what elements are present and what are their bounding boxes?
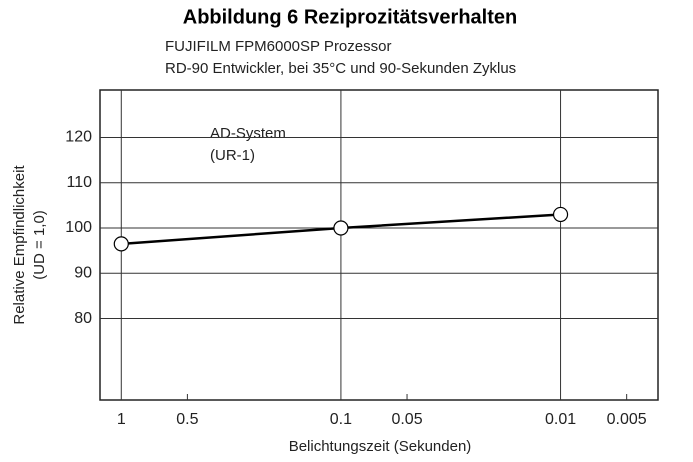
- x-tick-label: 1: [117, 411, 126, 428]
- y-tick-label: 90: [74, 265, 92, 282]
- y-axis-label: Relative Empfindlichkeit: [11, 165, 28, 325]
- y-axis-label: (UD = 1,0): [31, 210, 48, 280]
- subtitle: FUJIFILM FPM6000SP Prozessor: [165, 38, 391, 55]
- x-axis-label: Belichtungszeit (Sekunden): [289, 438, 472, 455]
- chart-title: Abbildung 6 Reziprozitätsverhalten: [183, 6, 517, 28]
- y-tick-label: 80: [74, 310, 92, 327]
- annotation: (UR-1): [210, 147, 255, 164]
- x-tick-label: 0.05: [391, 411, 422, 428]
- x-tick-label: 0.5: [176, 411, 198, 428]
- x-tick-label: 0.1: [330, 411, 352, 428]
- marker: [333, 220, 349, 236]
- marker: [113, 236, 129, 252]
- y-tick-label: 100: [65, 219, 92, 236]
- x-tick-label: 0.01: [545, 411, 576, 428]
- subtitle: RD-90 Entwickler, bei 35°C und 90-Sekund…: [165, 60, 516, 77]
- annotation: AD-System: [210, 125, 286, 142]
- y-tick-label: 110: [66, 174, 92, 191]
- x-tick-label: 0.005: [607, 411, 647, 428]
- y-tick-label: 120: [65, 129, 92, 146]
- marker: [552, 206, 569, 223]
- plot-frame: [99, 89, 659, 401]
